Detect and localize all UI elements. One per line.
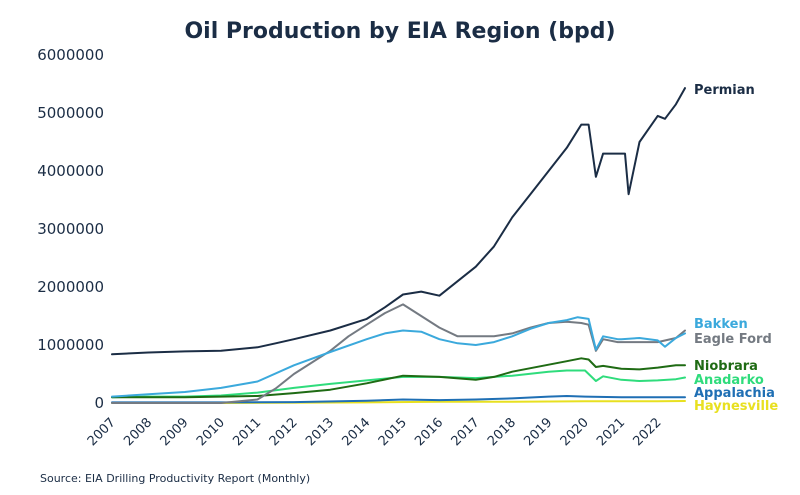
y-tick-label: 5000000 [37, 104, 104, 122]
series-lines [111, 87, 686, 404]
x-tick-label: 2016 [412, 415, 446, 449]
series-line-permian [111, 87, 686, 356]
series-label-haynesville: Haynesville [694, 399, 778, 414]
x-tick-label: 2013 [303, 415, 337, 449]
x-tick-label: 2008 [121, 415, 155, 449]
x-tick-label: 2014 [339, 415, 373, 449]
series-label-permian: Permian [694, 83, 755, 98]
x-tick-label: 2020 [558, 415, 592, 449]
series-line-eagle-ford [111, 303, 686, 404]
y-tick-label: 6000000 [37, 46, 104, 64]
series-line-appalachia [111, 395, 686, 404]
y-tick-label: 2000000 [37, 278, 104, 296]
series-label-bakken: Bakken [694, 317, 748, 332]
series-line-bakken [111, 316, 686, 398]
series-label-anadarko: Anadarko [694, 373, 764, 388]
x-tick-label: 2019 [521, 415, 555, 449]
series-label-eagle-ford: Eagle Ford [694, 332, 772, 347]
y-tick-label: 3000000 [37, 220, 104, 238]
x-tick-label: 2012 [267, 415, 301, 449]
x-tick-label: 2010 [194, 415, 228, 449]
y-axis-ticks: 0 1000000 2000000 3000000 4000000 5000000 6000… [37, 46, 104, 412]
x-tick-label: 2007 [85, 415, 119, 449]
x-tick-label: 2015 [376, 415, 410, 449]
source-note: Source: EIA Drilling Productivity Report… [40, 472, 310, 485]
chart-title: Oil Production by EIA Region (bpd) [184, 19, 615, 44]
x-tick-label: 2018 [485, 415, 519, 449]
x-axis-ticks: 2007 2008 2009 2010 2011 2012 2013 2014 2015 2016… [85, 415, 665, 449]
y-tick-label: 4000000 [37, 162, 104, 180]
series-label-appalachia: Appalachia [694, 386, 775, 401]
y-tick-label: 0 [94, 394, 104, 412]
y-tick-label: 1000000 [37, 336, 104, 354]
x-tick-label: 2022 [631, 415, 665, 449]
series-label-niobrara: Niobrara [694, 359, 758, 374]
x-tick-label: 2011 [230, 415, 264, 449]
series-line-niobrara [111, 357, 686, 399]
x-tick-label: 2017 [449, 415, 483, 449]
x-tick-label: 2009 [158, 415, 192, 449]
series-line-anadarko [111, 369, 686, 399]
x-tick-label: 2021 [594, 415, 628, 449]
